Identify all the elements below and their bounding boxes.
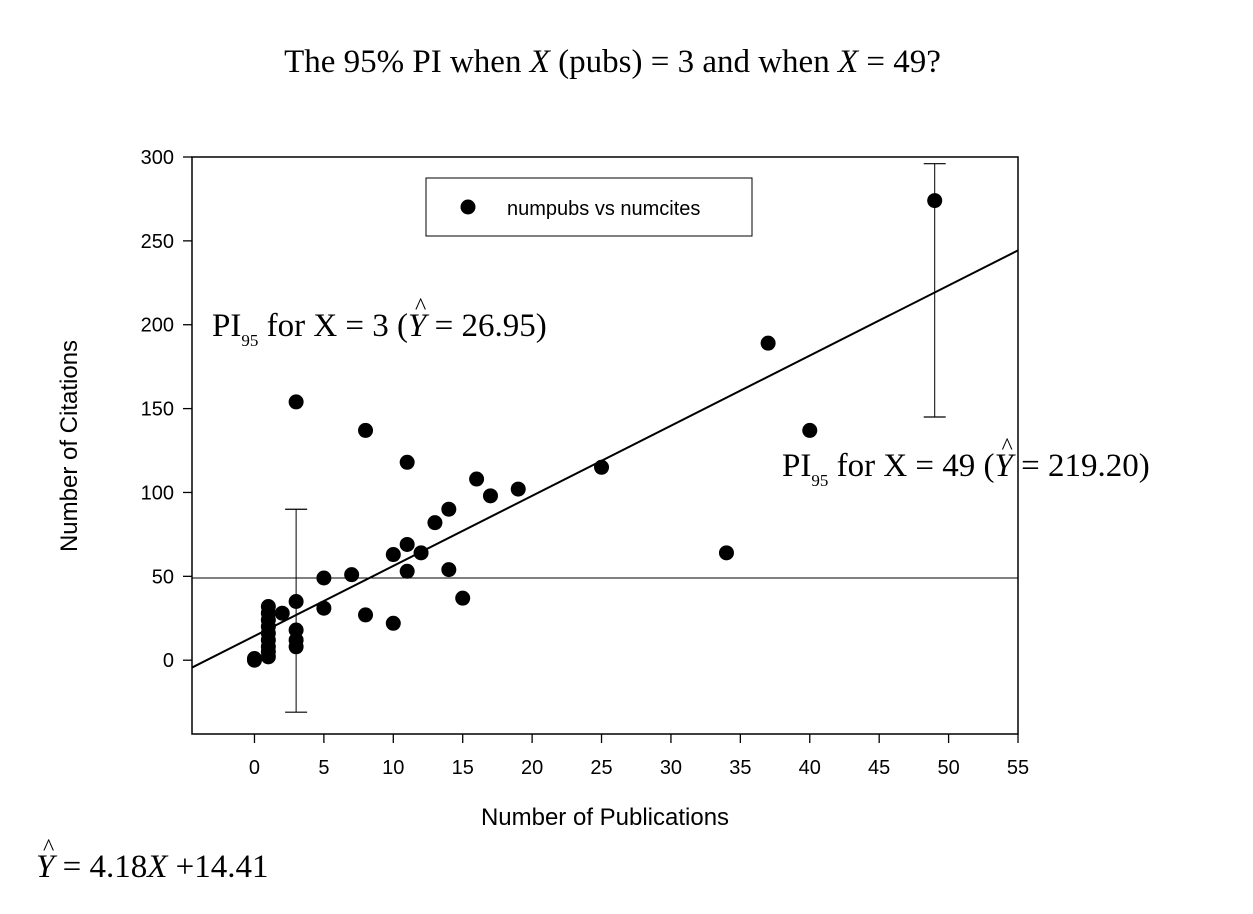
- legend-label: numpubs vs numcites: [507, 198, 700, 220]
- data-point: [760, 335, 776, 351]
- data-point: [802, 422, 818, 438]
- data-point: [427, 515, 443, 531]
- x-axis-label: Number of Publications: [481, 804, 729, 831]
- data-point: [399, 563, 415, 579]
- y-axis-label: Number of Citations: [56, 340, 83, 552]
- plot-frame: [191, 156, 1019, 735]
- x-tick-label: 20: [521, 757, 543, 779]
- data-point: [288, 593, 304, 609]
- data-point: [316, 570, 332, 586]
- x-tick-label: 40: [799, 757, 821, 779]
- data-point: [510, 481, 526, 497]
- data-point: [358, 607, 374, 623]
- y-tick-label: 0: [163, 650, 174, 672]
- data-point: [482, 488, 498, 504]
- data-point: [455, 590, 471, 606]
- regression-line: [191, 249, 1019, 669]
- x-tick-label: 45: [868, 757, 890, 779]
- data-point: [316, 600, 332, 616]
- x-tick-label: 35: [729, 757, 751, 779]
- data-point: [385, 547, 401, 563]
- data-point: [344, 567, 360, 583]
- regression-equation: Y ^ = 4.18X +14.41: [36, 835, 269, 885]
- data-point: [927, 193, 943, 209]
- y-tick-label: 100: [141, 482, 174, 504]
- data-point: [288, 394, 304, 410]
- x-tick-label: 5: [318, 757, 329, 779]
- data-point: [399, 536, 415, 552]
- data-point: [469, 471, 485, 487]
- legend-marker: [460, 199, 476, 215]
- data-point: [246, 651, 262, 667]
- data-point: [441, 501, 457, 517]
- pi-label-x3: PI95 for X = 3 (Y ^ = 26.95): [212, 294, 547, 350]
- slide-title: The 95% PI when X (pubs) = 3 and when X …: [284, 44, 941, 80]
- x-tick-label: 10: [382, 757, 404, 779]
- data-point: [260, 649, 276, 665]
- y-tick-label: 50: [152, 566, 174, 588]
- y-tick-label: 250: [141, 231, 174, 253]
- x-tick-label: 55: [1007, 757, 1029, 779]
- x-tick-label: 25: [590, 757, 612, 779]
- data-point: [441, 562, 457, 578]
- y-tick-label: 150: [141, 399, 174, 421]
- y-tick-label: 200: [141, 315, 174, 337]
- data-point: [385, 615, 401, 631]
- pi-label-x49: PI95 for X = 49 (Y ^ = 219.20): [782, 434, 1150, 490]
- x-tick-label: 50: [937, 757, 959, 779]
- y-tick-label: 300: [141, 147, 174, 169]
- data-point: [594, 459, 610, 475]
- data-point: [288, 639, 304, 655]
- data-point: [399, 454, 415, 470]
- x-tick-label: 0: [249, 757, 260, 779]
- legend-box: [425, 177, 753, 237]
- data-point: [413, 545, 429, 561]
- x-tick-label: 30: [660, 757, 682, 779]
- data-point: [274, 605, 290, 621]
- data-point: [358, 422, 374, 438]
- data-point: [718, 545, 734, 561]
- x-tick-label: 15: [452, 757, 474, 779]
